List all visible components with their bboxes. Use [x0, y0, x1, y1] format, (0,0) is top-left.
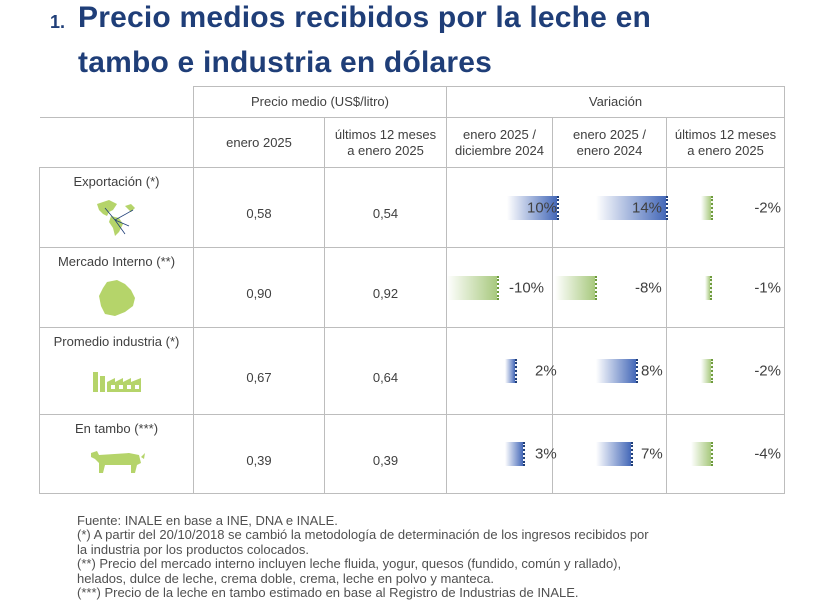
- price-jan-value: 0,67: [193, 327, 325, 415]
- header-price-12m-l2: a enero 2025: [347, 142, 424, 158]
- footnote-1: (*) A partir del 20/10/2018 se cambió la…: [77, 527, 649, 543]
- var-yoy-cell: 14%: [552, 167, 668, 248]
- table-row: Exportación (*) 0,58 0,54 10% 14%: [39, 167, 785, 248]
- var-mom-cell: 3%: [446, 414, 557, 494]
- row-label-cell: En tambo (***): [39, 414, 194, 494]
- row-label-cell: Mercado Interno (**): [39, 247, 194, 328]
- table-row: En tambo (***) 0,39 0,39 3% 7% -4%: [39, 414, 785, 494]
- var-mom-value: 10%: [527, 199, 558, 216]
- title-number: 1.: [50, 12, 66, 32]
- price-12m-value: 0,64: [324, 327, 447, 415]
- factory-icon: [91, 368, 143, 397]
- var-mom-value: -10%: [509, 279, 545, 296]
- var-yoy-value: -8%: [635, 279, 662, 296]
- header-price-jan: enero 2025: [193, 117, 325, 168]
- var-mom-value: 2%: [535, 362, 557, 380]
- variation-group-header: Variación: [446, 86, 785, 118]
- header-var-mom: enero 2025 / diciembre 2024: [446, 117, 553, 168]
- var-12m-bar: [691, 442, 713, 466]
- var-yoy-bar: [555, 275, 597, 300]
- milk-price-table: Precio medio (US$/litro) Variación enero…: [39, 86, 785, 494]
- footnote-2: (**) Precio del mercado interno incluyen…: [77, 556, 622, 572]
- footnote-2-cont: helados, dulce de leche, crema doble, cr…: [77, 570, 494, 586]
- header-var-yoy-l2: enero 2024: [576, 142, 643, 158]
- uruguay-map-icon: [95, 278, 139, 321]
- header-var-yoy-l1: enero 2025 /: [572, 126, 646, 142]
- footnote-source: Fuente: INALE en base a INE, DNA e INALE…: [77, 513, 338, 528]
- header-price-12m-l1: últimos 12 meses: [334, 126, 437, 142]
- var-mom-cell: 10%: [446, 167, 559, 248]
- var-yoy-bar: [596, 359, 638, 383]
- footnotes: Fuente: INALE en base a INE, DNA e INALE…: [77, 513, 727, 601]
- price-12m-value: 0,54: [324, 167, 447, 248]
- row-label: Mercado Interno (**): [57, 254, 176, 269]
- price-jan-value: 0,39: [193, 414, 325, 494]
- var-yoy-cell: 8%: [552, 327, 667, 415]
- header-price-12m: últimos 12 meses a enero 2025: [324, 117, 447, 168]
- var-mom-bar: [505, 359, 517, 383]
- header-var-yoy: enero 2025 / enero 2024: [552, 117, 667, 168]
- var-12m-bar: [701, 359, 713, 383]
- header-var-12m: últimos 12 meses a enero 2025: [666, 117, 785, 168]
- var-12m-cell: -1%: [666, 247, 785, 328]
- header-var-12m-l2: a enero 2025: [687, 142, 764, 158]
- row-label: Exportación (*): [73, 174, 160, 189]
- header-var-mom-l1: enero 2025 /: [462, 126, 536, 142]
- var-mom-bar: [447, 275, 499, 300]
- title-line-2: tambo e industria en dólares: [78, 46, 493, 79]
- table-row: Mercado Interno (**) 0,90 0,92 -10% -8% …: [39, 247, 785, 328]
- row-label: En tambo (***): [74, 421, 159, 436]
- var-yoy-value: 7%: [641, 445, 663, 463]
- row-label: Promedio industria (*): [53, 334, 180, 349]
- row-header-label-cell: [39, 117, 194, 168]
- var-yoy-value: 8%: [641, 362, 663, 380]
- var-mom-value: 3%: [535, 445, 557, 463]
- var-12m-bar: [701, 195, 713, 220]
- price-jan-value: 0,58: [193, 167, 325, 248]
- row-label-cell: Promedio industria (*): [39, 327, 194, 415]
- price-group-header: Precio medio (US$/litro): [193, 86, 447, 118]
- var-12m-value: -1%: [754, 279, 781, 296]
- var-12m-cell: -2%: [666, 167, 785, 248]
- table-row: Promedio industria (*) 0,67 0,64 2% 8: [39, 327, 785, 415]
- var-12m-cell: -2%: [666, 327, 785, 415]
- var-12m-bar: [705, 275, 712, 300]
- corner-cell: [39, 86, 194, 118]
- var-mom-cell: 2%: [446, 327, 557, 415]
- var-yoy-cell: 7%: [552, 414, 667, 494]
- row-label-cell: Exportación (*): [39, 167, 194, 248]
- price-jan-value: 0,90: [193, 247, 325, 328]
- var-yoy-bar: [596, 442, 633, 466]
- world-map-americas-icon: [95, 198, 139, 241]
- var-yoy-value: 14%: [632, 199, 663, 216]
- var-yoy-cell: -8%: [552, 247, 667, 328]
- var-12m-value: -4%: [754, 445, 781, 463]
- var-mom-bar: [505, 442, 525, 466]
- footnote-3: (***) Precio de la leche en tambo estima…: [77, 585, 579, 601]
- header-var-mom-l2: diciembre 2024: [455, 142, 544, 158]
- footnote-1-cont: la industria por los productos colocados…: [77, 541, 309, 557]
- header-var-12m-l1: últimos 12 meses: [674, 126, 777, 142]
- var-mom-cell: -10%: [446, 247, 553, 328]
- cow-icon: [89, 445, 145, 478]
- var-12m-value: -2%: [754, 362, 781, 380]
- title-line-1: Precio medios recibidos por la leche en: [78, 1, 651, 34]
- price-12m-value: 0,39: [324, 414, 447, 494]
- price-12m-value: 0,92: [324, 247, 447, 328]
- var-12m-value: -2%: [754, 199, 781, 216]
- var-12m-cell: -4%: [666, 414, 785, 494]
